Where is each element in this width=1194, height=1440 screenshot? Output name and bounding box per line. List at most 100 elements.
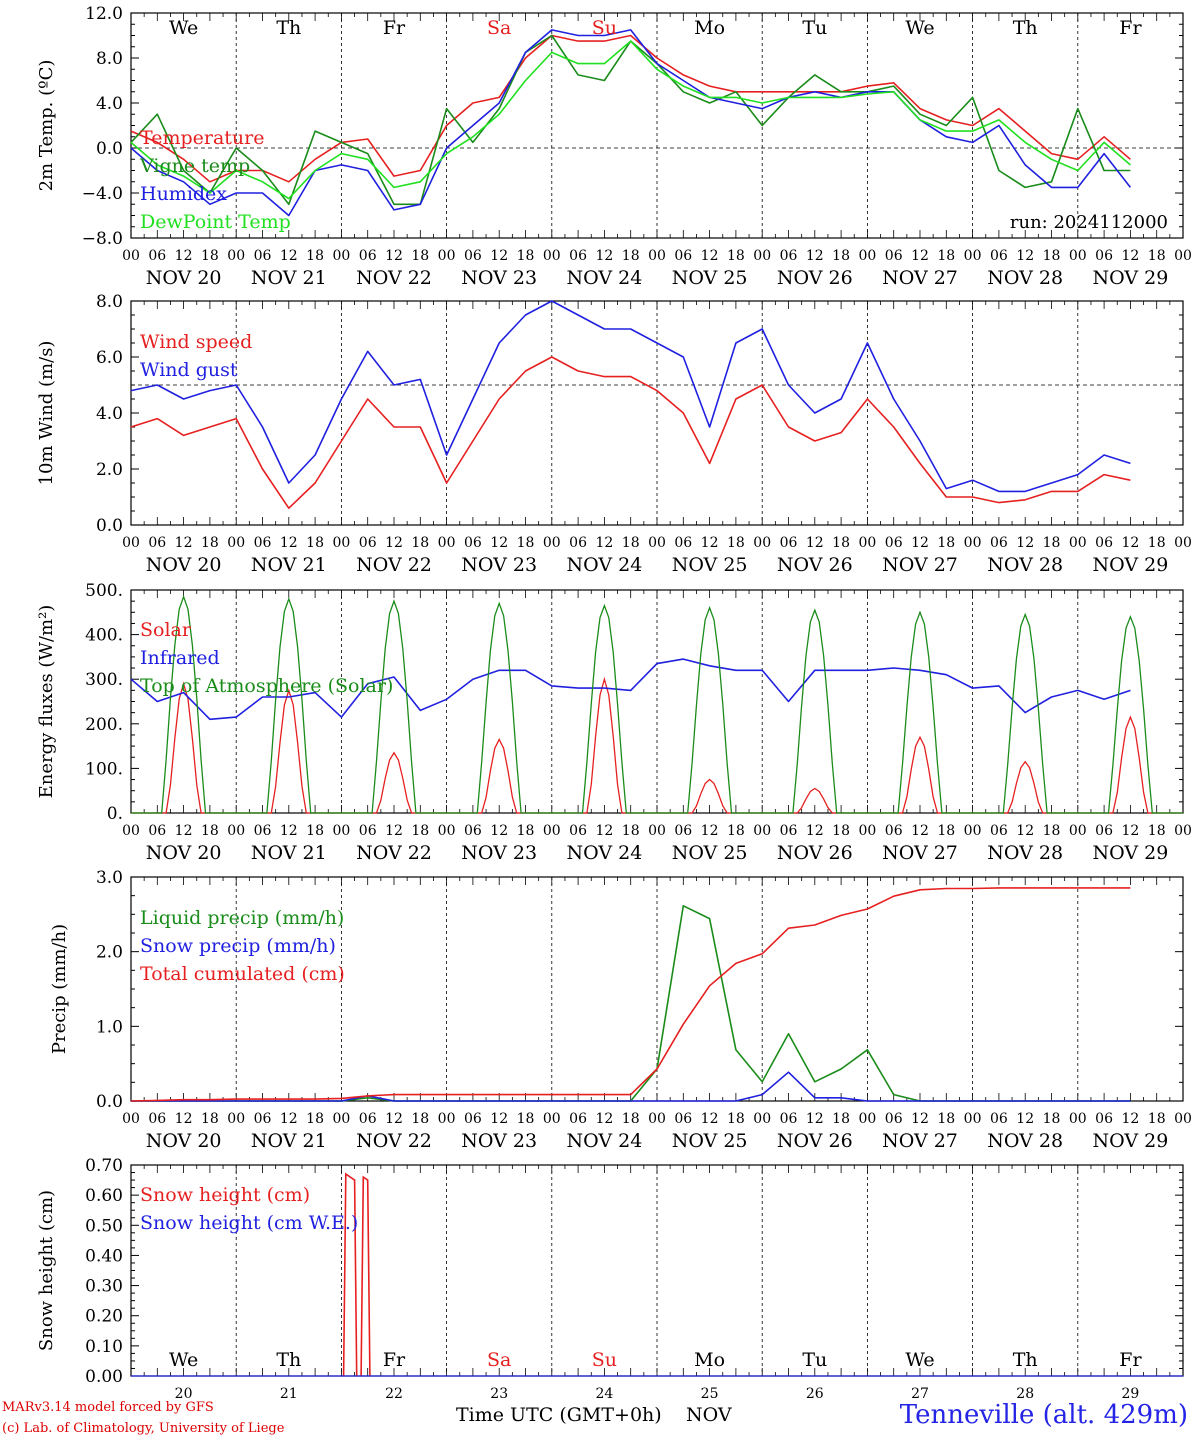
hour-tick-label: 18 [306,823,324,839]
date-label: NOV 24 [566,842,642,864]
hour-tick-label: 00 [858,248,876,264]
y-axis-title: 10m Wind (m/s) [36,341,57,486]
hour-tick-label: 06 [464,535,482,551]
y-tick-label: −4.0 [82,184,123,204]
y-tick-label: 6.0 [96,348,123,368]
series-total-cumulated-cm [130,887,1131,1102]
hour-tick-label: 06 [464,248,482,264]
hour-tick-label: 18 [517,823,535,839]
date-label: NOV 27 [882,842,958,864]
hour-tick-label: 12 [595,1111,613,1127]
run-annotation: run: 2024112000 [1010,212,1168,233]
y-axis-title: Snow height (cm) [36,1190,57,1351]
y-tick-label: 0.0 [96,1092,123,1112]
date-label: NOV 27 [882,1130,958,1152]
hour-tick-label: 18 [411,823,429,839]
hour-tick-label: 18 [832,1111,850,1127]
series-humidex [130,29,1132,217]
legend-dewpoint-temp: DewPoint Temp [140,211,291,233]
hour-tick-label: 18 [517,535,535,551]
hour-tick-label: 00 [332,823,350,839]
hour-tick-label: 18 [411,1111,429,1127]
hour-tick-label: 12 [806,535,824,551]
hour-tick-label: 18 [622,248,640,264]
hour-tick-label: 00 [438,535,456,551]
panel-3 [130,589,1184,814]
hour-tick-label: 00 [1069,1111,1087,1127]
hour-tick-label: 12 [175,1111,193,1127]
day-name: Sa [487,1349,511,1371]
y-tick-label: 12.0 [85,4,123,24]
hour-tick-label: 00 [964,823,982,839]
panel-frame [130,589,1184,814]
hour-tick-label: 06 [885,248,903,264]
date-label: NOV 23 [461,267,537,289]
panel-1 [130,12,1184,239]
hour-tick-label: 06 [569,535,587,551]
date-label: NOV 28 [987,1130,1063,1152]
date-label: NOV 20 [146,1130,222,1152]
hour-tick-label: 00 [332,535,350,551]
hour-tick-label: 06 [148,823,166,839]
y-tick-label: 0.0 [96,516,123,536]
hour-tick-label: 06 [254,248,272,264]
date-label: NOV 23 [461,842,537,864]
date-label: NOV 29 [1092,1130,1168,1152]
hour-tick-label: 00 [753,1111,771,1127]
series-snow-height-cm [360,1175,371,1377]
hour-tick-label: 00 [964,535,982,551]
date-label: NOV 25 [672,554,748,576]
hour-tick-label: 06 [569,1111,587,1127]
y-axis-title: Energy fluxes (W/m²) [36,605,57,799]
hour-tick-label: 12 [175,823,193,839]
hour-tick-label: 06 [359,823,377,839]
hour-tick-label: 18 [517,1111,535,1127]
y-tick-label: 500. [85,581,123,601]
date-label: NOV 25 [672,267,748,289]
hour-tick-label: 00 [227,1111,245,1127]
date-label: NOV 29 [1092,842,1168,864]
date-label: NOV 23 [461,1130,537,1152]
series-snow-height-cm [342,1172,358,1377]
hour-tick-label: 12 [806,823,824,839]
hour-tick-label: 12 [911,535,929,551]
hour-tick-label: 06 [569,248,587,264]
hour-tick-label: 06 [885,1111,903,1127]
day-name: Th [1013,1349,1038,1371]
hour-tick-label: 00 [858,535,876,551]
hour-tick-label: 06 [674,535,692,551]
legend-wind-speed: Wind speed [140,331,252,353]
hour-tick-label: 18 [937,535,955,551]
hour-tick-label: 06 [990,1111,1008,1127]
day-name: Th [1013,17,1038,39]
legend-snow-height-cm-w-e: Snow height (cm W.E.) [140,1212,358,1234]
hour-tick-label: 06 [359,1111,377,1127]
day-name: We [169,17,198,39]
y-tick-label: 2.0 [96,460,123,480]
day-number-label: 22 [385,1386,403,1402]
hour-tick-label: 12 [1016,1111,1034,1127]
y-axis-title: 2m Temp. (ºC) [36,60,57,192]
hour-tick-label: 06 [990,823,1008,839]
date-label: NOV 26 [777,267,853,289]
y-tick-label: 0.10 [85,1337,123,1357]
date-label: NOV 29 [1092,554,1168,576]
hour-tick-label: 00 [227,248,245,264]
day-name: Th [276,17,301,39]
hour-tick-label: 00 [753,823,771,839]
date-label: NOV 28 [987,842,1063,864]
hour-tick-label: 18 [1148,535,1166,551]
legend-solar: Solar [140,619,192,641]
date-label: NOV 23 [461,554,537,576]
day-name: Mo [694,1349,725,1371]
y-tick-label: 4.0 [96,94,123,114]
hour-tick-label: 12 [385,248,403,264]
series-temperature [130,34,1131,183]
series-top-of-atmosphere-solar [131,594,1183,814]
hour-tick-label: 00 [858,1111,876,1127]
y-tick-label: 3.0 [96,868,123,888]
legend-wind-gust: Wind gust [140,359,238,381]
hour-tick-label: 18 [727,1111,745,1127]
y-tick-label: 0.70 [85,1156,123,1176]
hour-tick-label: 00 [1069,248,1087,264]
